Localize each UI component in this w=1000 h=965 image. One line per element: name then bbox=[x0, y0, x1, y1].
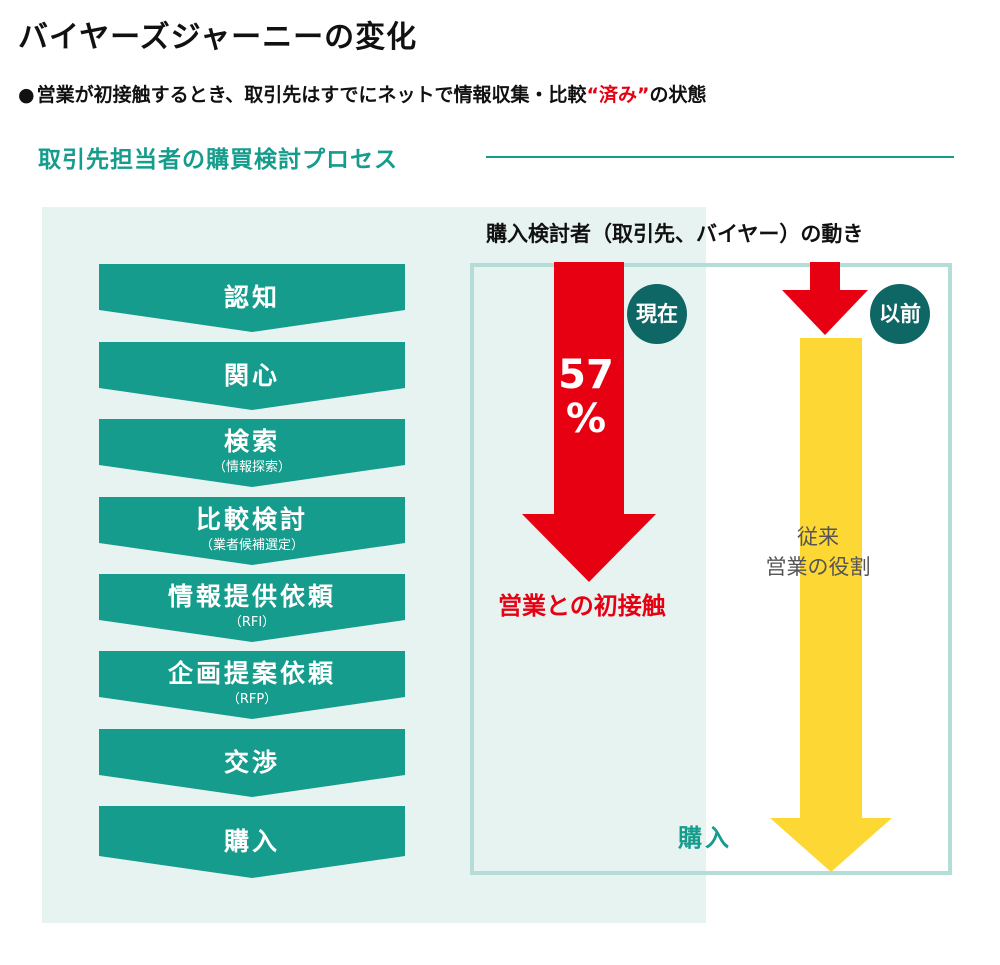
yellow-arrow bbox=[770, 338, 892, 872]
step-label: 交渉 bbox=[223, 748, 280, 777]
step-sublabel: （RFP） bbox=[226, 692, 278, 707]
percent-sign: % bbox=[565, 396, 607, 442]
step-kanshin: 関心 bbox=[99, 342, 405, 412]
step-shape bbox=[99, 806, 405, 878]
step-ninchi: 認知 bbox=[99, 264, 405, 334]
step-konyu: 購入 bbox=[99, 806, 405, 878]
step-sublabel: （RFI） bbox=[228, 615, 276, 630]
step-label: 検索 bbox=[223, 427, 280, 456]
step-shape bbox=[99, 574, 405, 642]
subtitle-accent: “済み” bbox=[586, 84, 650, 106]
current-badge: 現在 bbox=[627, 284, 687, 344]
subtitle: ● 営業が初接触するとき、取引先はすでにネットで情報収集・比較“済み”の状態 bbox=[18, 80, 706, 107]
step-shape bbox=[99, 264, 405, 332]
subtitle-text-before: 営業が初接触するとき、取引先はすでにネットで情報収集・比較 bbox=[36, 84, 587, 106]
buyer-label: 購入検討者（取引先、バイヤー）の動き bbox=[486, 222, 864, 246]
step-label: 購入 bbox=[223, 827, 280, 856]
step-label: 企画提案依頼 bbox=[167, 659, 336, 688]
step-kosho: 交渉 bbox=[99, 729, 405, 799]
step-label: 情報提供依頼 bbox=[167, 582, 336, 611]
section-divider bbox=[486, 156, 954, 158]
step-hikaku-kento: 比較検討 （業者候補選定） bbox=[99, 497, 405, 567]
step-label: 認知 bbox=[223, 283, 280, 312]
step-label: 関心 bbox=[223, 361, 280, 390]
first-contact-label: 営業との初接触 bbox=[498, 592, 666, 620]
previous-badge: 以前 bbox=[870, 284, 930, 344]
purchase-label: 購入 bbox=[678, 824, 732, 852]
page-title: バイヤーズジャーニーの変化 bbox=[18, 20, 418, 55]
step-shape bbox=[99, 497, 405, 565]
step-shape bbox=[99, 729, 405, 797]
traditional-role-label: 従来 営業の役割 bbox=[758, 522, 878, 582]
traditional-role-line1: 従来 bbox=[797, 525, 839, 549]
step-rfi: 情報提供依頼 （RFI） bbox=[99, 574, 405, 644]
step-shape bbox=[99, 419, 405, 487]
step-sublabel: （情報探索） bbox=[212, 460, 291, 475]
buyer-frame bbox=[470, 263, 952, 875]
subtitle-text-after: の状態 bbox=[649, 84, 707, 106]
step-label: 比較検討 bbox=[195, 505, 308, 534]
step-shape bbox=[99, 342, 405, 410]
section-title: 取引先担当者の購買検討プロセス bbox=[38, 147, 398, 173]
step-rfp: 企画提案依頼 （RFP） bbox=[99, 651, 405, 721]
step-shape bbox=[99, 651, 405, 719]
traditional-role-line2: 営業の役割 bbox=[765, 555, 871, 579]
step-sublabel: （業者候補選定） bbox=[199, 538, 304, 553]
bullet-dot: ● bbox=[18, 84, 35, 106]
red-arrow bbox=[522, 262, 656, 582]
percent-value: 57 bbox=[558, 352, 614, 398]
step-kensaku: 検索 （情報探索） bbox=[99, 419, 405, 489]
previous-arrow-head bbox=[782, 262, 868, 335]
